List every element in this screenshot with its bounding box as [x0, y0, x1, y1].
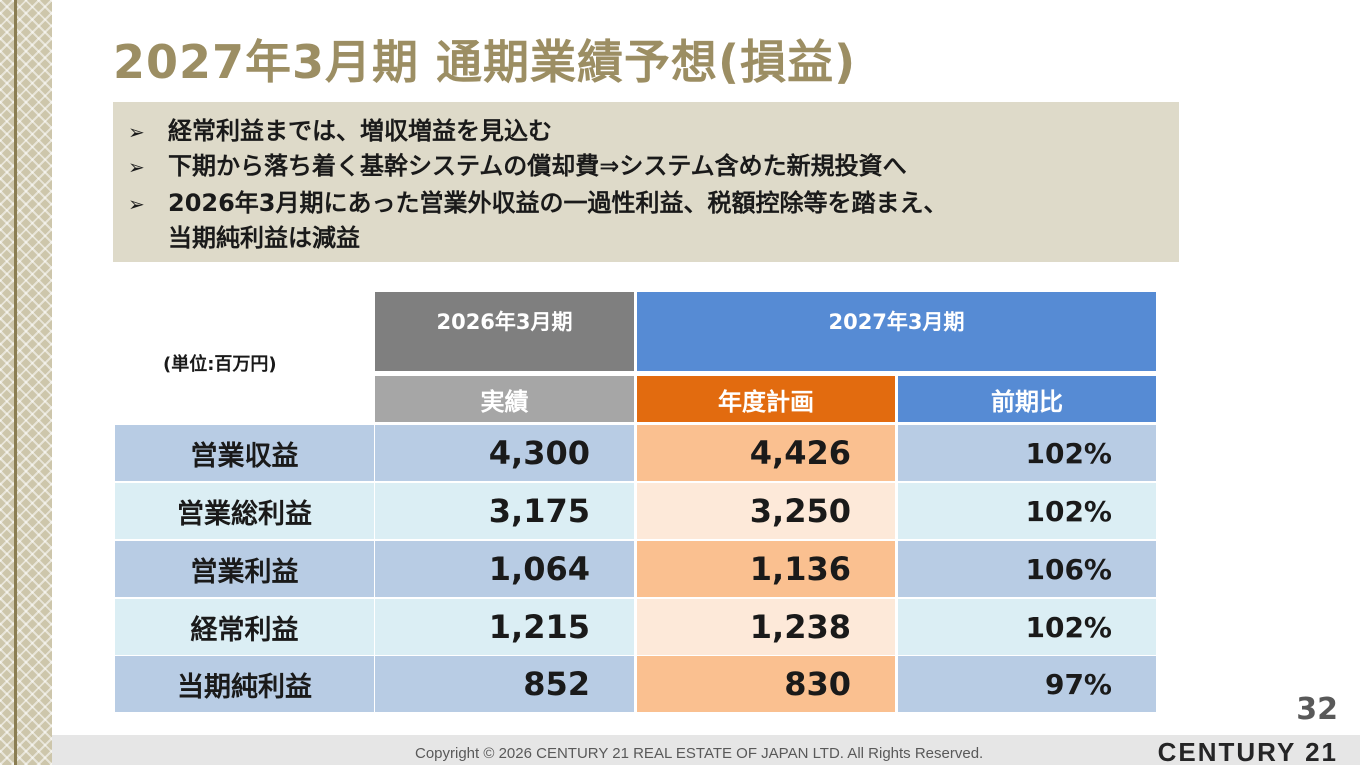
row-label-gross-profit: 営業総利益	[115, 483, 374, 539]
copyright-text: Copyright © 2026 CENTURY 21 REAL ESTATE …	[415, 745, 984, 762]
side-divider-line	[14, 0, 17, 765]
arrow-bullet-icon: ➢	[128, 192, 145, 216]
row-label-net-income: 当期純利益	[115, 656, 374, 712]
cell-ratio-net-income: 97%	[898, 656, 1156, 712]
cell-ratio-gross-profit: 102%	[898, 483, 1156, 539]
subheader-actual: 実績	[375, 376, 634, 422]
bullet-text: 下期から落ち着く基幹システムの償却費⇒システム含めた新規投資へ	[168, 152, 907, 180]
header-2026: 2026年3月期	[375, 292, 634, 371]
bullet-continuation: 当期純利益は減益	[168, 224, 360, 252]
row-label-operating-profit: 営業利益	[115, 541, 374, 597]
bullet-item: ➢ 下期から落ち着く基幹システムの償却費⇒システム含めた新規投資へ	[128, 146, 907, 181]
cell-ratio-operating-profit: 106%	[898, 541, 1156, 597]
slide-title: 2027年3月期 通期業績予想(損益)	[113, 35, 857, 89]
bullet-text: 経常利益までは、増収増益を見込む	[168, 117, 552, 145]
arrow-bullet-icon: ➢	[128, 155, 145, 179]
summary-box: ➢ 経常利益までは、増収増益を見込む ➢ 下期から落ち着く基幹システムの償却費⇒シス…	[113, 102, 1179, 262]
cell-plan-gross-profit: 3,250	[637, 483, 895, 539]
decorative-side-strip	[0, 0, 52, 765]
cell-ratio-ordinary-profit: 102%	[898, 599, 1156, 655]
page-number: 32	[1296, 692, 1338, 727]
cell-plan-operating-revenue: 4,426	[637, 425, 895, 481]
subheader-ratio: 前期比	[898, 376, 1156, 422]
header-2027: 2027年3月期	[637, 292, 1156, 371]
cell-ratio-operating-revenue: 102%	[898, 425, 1156, 481]
footer-bar	[52, 735, 1360, 765]
bullet-item: ➢ 経常利益までは、増収増益を見込む	[128, 111, 552, 146]
cell-plan-operating-profit: 1,136	[637, 541, 895, 597]
cell-actual-operating-revenue: 4,300	[375, 425, 634, 481]
cell-plan-net-income: 830	[637, 656, 895, 712]
cell-actual-ordinary-profit: 1,215	[375, 599, 634, 655]
row-label-operating-revenue: 営業収益	[115, 425, 374, 481]
brand-logo: CENTURY 21	[1157, 737, 1338, 765]
subheader-plan: 年度計画	[637, 376, 895, 422]
unit-label: (単位:百万円)	[163, 354, 277, 375]
cell-plan-ordinary-profit: 1,238	[637, 599, 895, 655]
cell-actual-operating-profit: 1,064	[375, 541, 634, 597]
cell-actual-net-income: 852	[375, 656, 634, 712]
bullet-text: 2026年3月期にあった営業外収益の一過性利益、税額控除等を踏まえ、	[168, 189, 948, 217]
arrow-bullet-icon: ➢	[128, 120, 145, 144]
bullet-item: ➢ 2026年3月期にあった営業外収益の一過性利益、税額控除等を踏まえ、	[128, 183, 948, 218]
row-label-ordinary-profit: 経常利益	[115, 599, 374, 655]
cell-actual-gross-profit: 3,175	[375, 483, 634, 539]
